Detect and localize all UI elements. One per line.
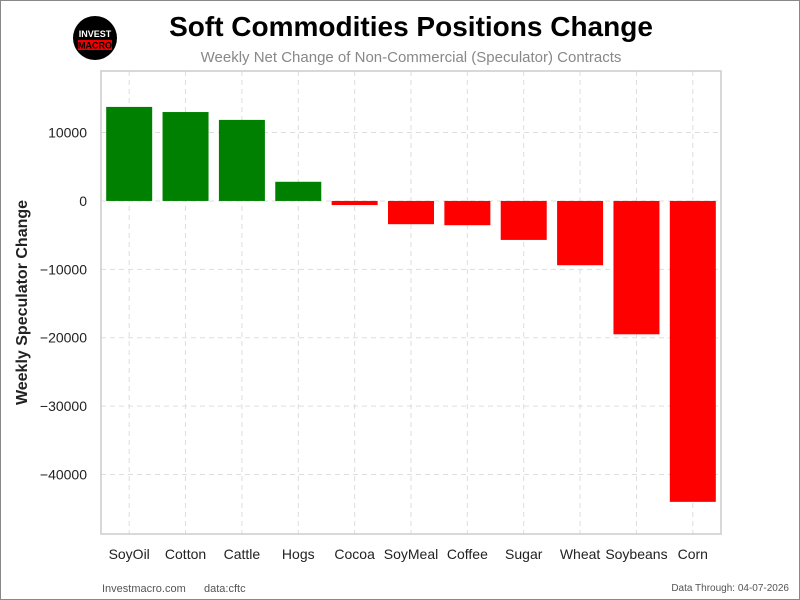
x-tick-label: Corn: [678, 546, 708, 562]
footer-date: Data Through: 04-07-2026: [671, 583, 789, 594]
bar-corn: [669, 200, 716, 502]
x-tick-label: SoyOil: [109, 546, 150, 562]
x-tick-label: Hogs: [282, 546, 315, 562]
x-tick-label: Soybeans: [605, 546, 667, 562]
plot-border: [100, 70, 722, 535]
x-tick-label: Cocoa: [334, 546, 375, 562]
logo-line1: INVEST: [79, 29, 112, 39]
bar-soybeans: [613, 200, 660, 335]
y-tick-label: −10000: [40, 261, 87, 277]
footer-site: Investmacro.com: [102, 583, 186, 595]
bar-wheat: [557, 200, 604, 266]
logo-line2: MACRO: [78, 41, 112, 51]
bar-cotton: [162, 112, 209, 201]
bar-hogs: [275, 181, 322, 201]
y-tick-label: 10000: [48, 125, 87, 141]
bar-cattle: [218, 119, 265, 201]
y-tick-label: −20000: [40, 330, 87, 346]
bar-soymeal: [388, 200, 434, 225]
x-tick-label: SoyMeal: [384, 546, 438, 562]
chart-title: Soft Commodities Positions Change: [169, 11, 653, 42]
footer-source: data:cftc: [204, 583, 246, 595]
x-tick-label: Wheat: [560, 546, 601, 562]
bar-soyoil: [106, 106, 153, 201]
y-tick-label: −40000: [40, 467, 87, 483]
logo: INVEST MACRO: [73, 16, 117, 60]
y-axis-label: Weekly Speculator Change: [14, 200, 31, 405]
x-tick-label: Sugar: [505, 546, 543, 562]
bar-cocoa: [331, 200, 378, 206]
y-tick-label: −30000: [40, 398, 87, 414]
x-tick-label: Coffee: [447, 546, 488, 562]
x-tick-label: Cattle: [224, 546, 261, 562]
bar-sugar: [500, 200, 547, 240]
chart-subtitle: Weekly Net Change of Non-Commercial (Spe…: [200, 49, 622, 66]
y-tick-label: 0: [79, 193, 87, 209]
bar-coffee: [444, 200, 491, 226]
x-tick-label: Cotton: [165, 546, 206, 562]
